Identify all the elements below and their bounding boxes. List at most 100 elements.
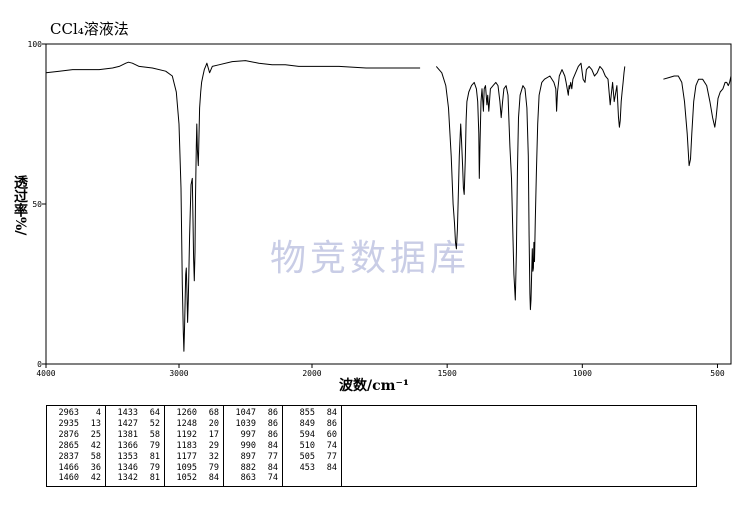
peak-wavenumber: 997 [240,429,256,440]
peak-transmittance: 79 [149,440,160,451]
peak-transmittance: 52 [149,418,160,429]
peak-transmittance: 42 [90,473,101,484]
peak-transmittance: 86 [326,418,337,429]
peak-wavenumber: 1342 [117,473,138,484]
peak-wavenumber: 882 [240,462,256,473]
peak-transmittance: 84 [267,462,278,473]
x-tick-label: 3000 [169,369,188,378]
peak-wavenumber: 2935 [58,418,79,429]
peak-wavenumber: 1433 [117,408,138,418]
peak-wavenumber: 2876 [58,429,79,440]
peak-entry: 990 84 [228,441,278,452]
peak-wavenumber: 1177 [176,451,197,462]
peak-transmittance: 84 [326,408,337,418]
x-tick-label: 1000 [573,369,592,378]
peak-wavenumber: 2837 [58,451,79,462]
x-axis-label: 波数/cm⁻¹ [339,377,409,394]
x-tick-label: 2000 [302,369,321,378]
peak-wavenumber: 1466 [58,462,79,473]
peak-column: 1260 68 1248 20 1192 17 1183 29 1177 32 1095 79 1052… [164,404,224,488]
peak-entry: 1353 81 [110,452,160,463]
peak-entry: 849 86 [287,419,337,430]
peak-wavenumber: 990 [240,440,256,451]
peak-transmittance: 36 [90,462,101,473]
peak-wavenumber: 855 [299,408,315,418]
peak-transmittance: 68 [208,408,219,418]
peak-transmittance: 13 [90,418,101,429]
x-tick-label: 4000 [36,369,55,378]
spectrum-segment-high [45,60,421,352]
peak-entry: 2963 4 [51,408,101,419]
peak-wavenumber: 1248 [176,418,197,429]
x-tick-label: 1500 [438,369,457,378]
peak-entry: 1039 86 [228,419,278,430]
peak-entry: 2865 42 [51,441,101,452]
peak-entry: 1381 58 [110,430,160,441]
peak-transmittance: 4 [95,408,101,418]
y-tick-label: 50 [32,200,42,209]
y-tick-label: 100 [28,40,43,49]
peak-wavenumber: 849 [299,418,315,429]
peak-transmittance: 86 [267,408,278,418]
peak-wavenumber: 897 [240,451,256,462]
peak-transmittance: 79 [208,462,219,473]
peak-transmittance: 81 [149,451,160,462]
peak-entry: 594 60 [287,430,337,441]
peak-entry: 510 74 [287,441,337,452]
peak-column: 1047 86 1039 86 997 86 990 84 897 77 882 84 863 74 [223,404,283,488]
peak-entry: 1366 79 [110,441,160,452]
spectrum-segment-fingerprint [435,62,626,311]
peak-entry: 2935 13 [51,419,101,430]
peak-wavenumber: 1346 [117,462,138,473]
peak-transmittance: 60 [326,429,337,440]
peak-wavenumber: 505 [299,451,315,462]
peak-wavenumber: 2963 [58,408,79,418]
peak-wavenumber: 863 [240,473,256,484]
peak-entry: 1346 79 [110,463,160,474]
peak-entry: 2837 58 [51,452,101,463]
peak-wavenumber: 1260 [176,408,197,418]
peak-wavenumber: 1183 [176,440,197,451]
peak-transmittance: 64 [149,408,160,418]
peak-transmittance: 77 [326,451,337,462]
peak-entry: 1433 64 [110,408,160,419]
peak-entry: 1177 32 [169,452,219,463]
peak-transmittance: 32 [208,451,219,462]
ir-spectrum-chart: 物竞数据库 4000 3000 2000 1500 1000 500 0 50 100 波数/… [12,40,732,394]
peak-wavenumber: 1427 [117,418,138,429]
y-axis-ticks: 0 50 100 [28,40,46,369]
peak-column: 855 84 849 86 594 60 510 74 505 77 453 84 [282,404,342,488]
peak-entry: 453 84 [287,463,337,474]
y-axis-label: 透过率%/ [12,175,28,236]
spectrum-segment-low [663,75,732,167]
watermark: 物竞数据库 [270,238,470,279]
peak-transmittance: 42 [90,440,101,451]
peak-wavenumber: 594 [299,429,315,440]
peak-entry: 1052 84 [169,473,219,484]
y-tick-label: 0 [37,360,42,369]
peak-entry: 1192 17 [169,430,219,441]
peak-entry: 1095 79 [169,463,219,474]
peak-transmittance: 25 [90,429,101,440]
peak-entry: 505 77 [287,452,337,463]
peak-wavenumber: 1381 [117,429,138,440]
peak-transmittance: 20 [208,418,219,429]
peak-transmittance: 17 [208,429,219,440]
peak-entry: 897 77 [228,452,278,463]
x-axis-ticks: 4000 3000 2000 1500 1000 500 [36,364,725,378]
peak-entry: 1342 81 [110,473,160,484]
peak-entry: 1248 20 [169,419,219,430]
spectrum-lines [45,60,732,352]
peak-transmittance: 74 [326,440,337,451]
peak-wavenumber: 1192 [176,429,197,440]
peak-table-empty-cell [341,404,697,488]
peak-entry: 882 84 [228,463,278,474]
peak-transmittance: 84 [326,462,337,473]
peak-wavenumber: 1460 [58,473,79,484]
peak-transmittance: 84 [208,473,219,484]
x-tick-label: 500 [710,369,725,378]
peak-wavenumber: 1095 [176,462,197,473]
peak-transmittance: 84 [267,440,278,451]
peak-transmittance: 81 [149,473,160,484]
peak-entry: 2876 25 [51,430,101,441]
